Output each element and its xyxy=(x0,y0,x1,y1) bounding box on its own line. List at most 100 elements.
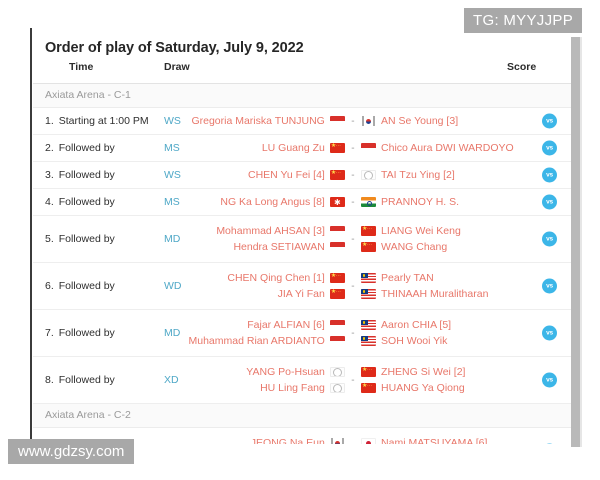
player-entry[interactable]: THINAAH Muralitharan xyxy=(361,287,488,301)
player-entry[interactable]: Gregoria Mariska TUNJUNG xyxy=(191,114,345,128)
page-title: Order of play of Saturday, July 9, 2022 xyxy=(45,40,304,56)
player-name[interactable]: LIANG Wei Keng xyxy=(381,225,461,237)
player-name[interactable]: YANG Po-Hsuan xyxy=(246,366,325,378)
match-index: 7. xyxy=(45,327,54,339)
match-draw[interactable]: WD xyxy=(164,280,182,292)
vs-badge-icon[interactable]: vs xyxy=(542,443,557,444)
match-draw[interactable]: MS xyxy=(164,142,180,154)
vertical-scrollbar[interactable] xyxy=(571,37,580,447)
competitor-side-left: Gregoria Mariska TUNJUNG xyxy=(183,114,345,128)
player-name[interactable]: Fajar ALFIAN [6] xyxy=(247,319,325,331)
player-entry[interactable]: ZHENG Si Wei [2] xyxy=(361,365,465,379)
match-row[interactable]: 5. Followed by MD Mohammad AHSAN [3] Hendra … xyxy=(33,216,571,263)
player-entry[interactable]: Hendra SETIAWAN xyxy=(233,240,345,254)
player-name[interactable]: AN Se Young [3] xyxy=(381,115,459,127)
vs-badge-icon[interactable]: vs xyxy=(542,231,557,247)
player-name[interactable]: HU Ling Fang xyxy=(260,382,325,394)
player-entry[interactable]: LIANG Wei Keng xyxy=(361,224,461,238)
player-name[interactable]: JIA Yi Fan xyxy=(277,288,325,300)
watermark-telegram: TG: MYYJJPP xyxy=(464,8,582,33)
venue-header: Axiata Arena - C-2 xyxy=(33,404,571,428)
match-draw[interactable]: WS xyxy=(164,115,181,127)
player-name[interactable]: CHEN Qing Chen [1] xyxy=(227,272,325,284)
player-name[interactable]: Gregoria Mariska TUNJUNG xyxy=(191,115,325,127)
player-entry[interactable]: JIA Yi Fan xyxy=(278,287,345,301)
player-name[interactable]: Nami MATSUYAMA [6] xyxy=(381,437,488,444)
player-entry[interactable]: WANG Chang xyxy=(361,240,447,254)
country-flag-icon xyxy=(361,320,377,330)
player-entry[interactable]: Muhammad Rian ARDIANTO xyxy=(189,334,345,348)
player-name[interactable]: SOH Wooi Yik xyxy=(381,335,448,347)
competitor-side-left: CHEN Yu Fei [4] xyxy=(183,168,345,182)
vs-badge-icon[interactable]: vs xyxy=(542,113,557,129)
player-entry[interactable]: Fajar ALFIAN [6] xyxy=(247,318,345,332)
player-name[interactable]: Hendra SETIAWAN xyxy=(233,241,325,253)
player-entry[interactable]: TAI Tzu Ying [2] xyxy=(361,168,455,182)
competitor-side-right: ZHENG Si Wei [2] HUANG Ya Qiong xyxy=(361,365,531,395)
column-header-draw: Draw xyxy=(164,61,190,73)
match-draw[interactable]: WS xyxy=(164,169,181,181)
match-draw[interactable]: MD xyxy=(164,233,181,245)
player-entry[interactable]: Aaron CHIA [5] xyxy=(361,318,451,332)
match-row[interactable]: 2. Followed by MS LU Guang Zu - Chico Aura DW… xyxy=(33,135,571,162)
player-name[interactable]: Chico Aura DWI WARDOYO xyxy=(381,142,514,154)
player-entry[interactable]: AN Se Young [3] xyxy=(361,114,458,128)
player-entry[interactable]: YANG Po-Hsuan xyxy=(246,365,345,379)
match-row[interactable]: 5.Starting at 5:00 PMWDJEONG Na EunKIM H… xyxy=(33,428,571,444)
player-name[interactable]: Aaron CHIA [5] xyxy=(381,319,452,331)
vs-badge-icon[interactable]: vs xyxy=(542,278,557,294)
player-entry[interactable]: NG Ka Long Angus [8] xyxy=(220,195,345,209)
player-entry[interactable]: Chico Aura DWI WARDOYO xyxy=(361,141,514,155)
country-flag-icon xyxy=(361,383,377,393)
player-name[interactable]: Mohammad AHSAN [3] xyxy=(216,225,325,237)
player-name[interactable]: THINAAH Muralitharan xyxy=(381,288,489,300)
vs-badge-icon[interactable]: vs xyxy=(542,194,557,210)
player-name[interactable]: ZHENG Si Wei [2] xyxy=(381,366,466,378)
player-entry[interactable]: Nami MATSUYAMA [6] xyxy=(361,436,487,444)
match-draw[interactable]: MS xyxy=(164,196,180,208)
player-name[interactable]: LU Guang Zu xyxy=(261,142,325,154)
country-flag-icon xyxy=(361,438,377,444)
player-name[interactable]: HUANG Ya Qiong xyxy=(381,382,465,394)
player-name[interactable]: NG Ka Long Angus [8] xyxy=(220,196,325,208)
match-time-cell: 3. Followed by xyxy=(45,162,115,188)
player-name[interactable]: WANG Chang xyxy=(381,241,448,253)
vs-badge-icon[interactable]: vs xyxy=(542,140,557,156)
match-draw[interactable]: MD xyxy=(164,327,181,339)
competitor-side-left: Mohammad AHSAN [3] Hendra SETIAWAN xyxy=(183,224,345,254)
match-draw[interactable]: WD xyxy=(164,428,182,444)
player-entry[interactable]: PRANNOY H. S. xyxy=(361,195,459,209)
player-entry[interactable]: HUANG Ya Qiong xyxy=(361,381,465,395)
player-name[interactable]: PRANNOY H. S. xyxy=(381,196,460,208)
player-entry[interactable]: HU Ling Fang xyxy=(260,381,345,395)
match-row[interactable]: 4. Followed by MS NG Ka Long Angus [8] - PRAN… xyxy=(33,189,571,216)
competitor-side-left: Fajar ALFIAN [6] Muhammad Rian ARDIANTO xyxy=(183,318,345,348)
player-name[interactable]: JEONG Na Eun xyxy=(250,437,325,444)
competitor-side-right: Aaron CHIA [5] SOH Wooi Yik xyxy=(361,318,531,348)
vs-badge-icon[interactable]: vs xyxy=(542,325,557,341)
match-competitors: Mohammad AHSAN [3]Hendra SETIAWAN-LIANG … xyxy=(183,216,531,262)
player-entry[interactable]: Mohammad AHSAN [3] xyxy=(216,224,345,238)
player-entry[interactable]: CHEN Qing Chen [1] xyxy=(227,271,345,285)
match-row[interactable]: 7. Followed by MD Fajar ALFIAN [6] Muhammad … xyxy=(33,310,571,357)
player-entry[interactable]: JEONG Na Eun xyxy=(251,436,345,444)
competitor-side-left: NG Ka Long Angus [8] xyxy=(183,195,345,209)
match-row[interactable]: 6. Followed by WD CHEN Qing Chen [1] JIA Yi … xyxy=(33,263,571,310)
player-name[interactable]: CHEN Yu Fei [4] xyxy=(248,169,325,181)
vs-badge-icon[interactable]: vs xyxy=(542,372,557,388)
player-entry[interactable]: LU Guang Zu xyxy=(262,141,345,155)
column-header-score: Score xyxy=(507,61,537,73)
player-name[interactable]: Muhammad Rian ARDIANTO xyxy=(188,335,325,347)
match-draw[interactable]: XD xyxy=(164,374,179,386)
player-name[interactable]: Pearly TAN xyxy=(381,272,434,284)
player-entry[interactable]: CHEN Yu Fei [4] xyxy=(248,168,345,182)
player-entry[interactable]: SOH Wooi Yik xyxy=(361,334,447,348)
player-name[interactable]: TAI Tzu Ying [2] xyxy=(381,169,455,181)
match-row[interactable]: 1. Starting at 1:00 PM WS Gregoria Mariska … xyxy=(33,108,571,135)
player-entry[interactable]: Pearly TAN xyxy=(361,271,434,285)
match-index: 6. xyxy=(45,280,54,292)
match-row[interactable]: 8. Followed by XD YANG Po-Hsuan HU Ling Fang… xyxy=(33,357,571,404)
match-row[interactable]: 3. Followed by WS CHEN Yu Fei [4] - TAI Tzu Y… xyxy=(33,162,571,189)
vs-badge-icon[interactable]: vs xyxy=(542,167,557,183)
match-time-cell: 6. Followed by xyxy=(45,263,115,309)
